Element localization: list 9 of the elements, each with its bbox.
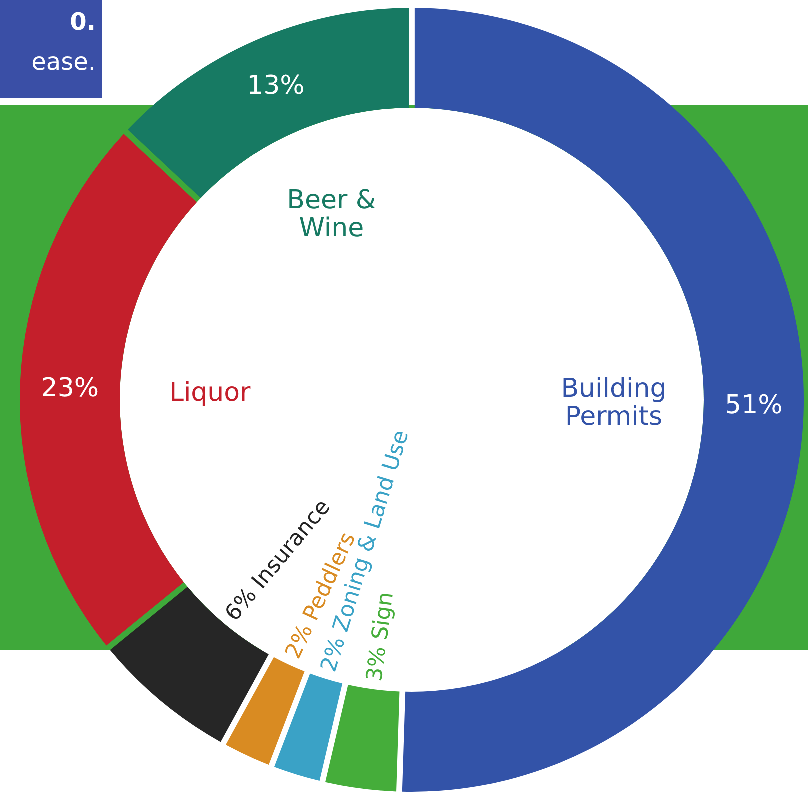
data-label: 51% <box>725 390 783 420</box>
data-label: 23% <box>41 373 100 404</box>
slice-label: Liquor <box>169 378 252 408</box>
slice-label: Building Permits <box>561 374 667 432</box>
slice-label: 3% Sign <box>362 590 400 684</box>
text: ease. <box>32 48 96 76</box>
slice-label: Beer & Wine <box>287 186 376 244</box>
data-label: 13% <box>247 71 305 102</box>
text: 0. <box>70 8 96 36</box>
